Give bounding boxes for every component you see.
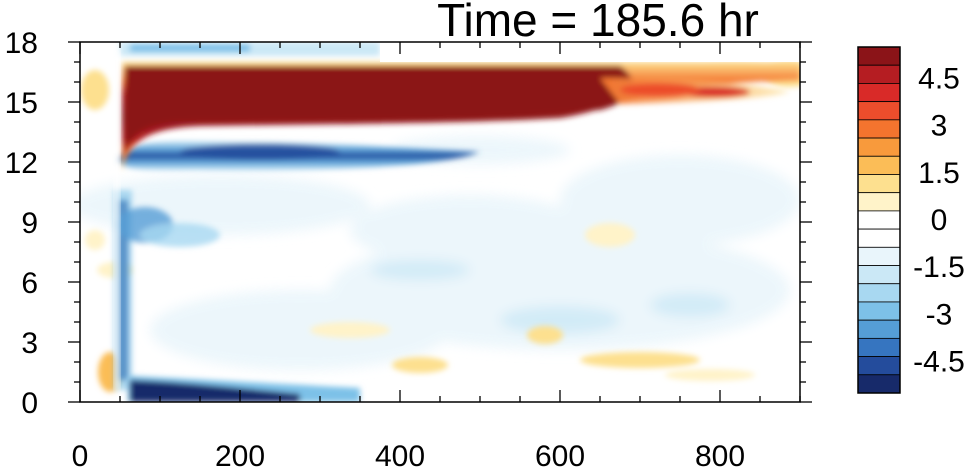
x-axis: 0 200 400 600 800 bbox=[72, 42, 801, 473]
y-tick-label: 3 bbox=[21, 327, 38, 360]
colorbar-tick-label: 3 bbox=[931, 110, 948, 143]
x-tick-label: 400 bbox=[375, 440, 425, 473]
title-background bbox=[380, 0, 800, 62]
colorbar-level bbox=[857, 101, 901, 121]
colorbar-level bbox=[857, 265, 901, 285]
y-tick-label: 12 bbox=[5, 147, 38, 180]
plot-field bbox=[80, 42, 800, 402]
colorbar-level bbox=[857, 64, 901, 84]
colorbar-level bbox=[857, 374, 901, 394]
colorbar-frame bbox=[857, 46, 901, 394]
surface-negative-layer bbox=[128, 376, 360, 402]
colorbar-tick-label: 1.5 bbox=[918, 157, 960, 190]
positive-band bbox=[122, 62, 800, 172]
colorbar-level bbox=[857, 337, 901, 357]
top-negative-stripe bbox=[120, 42, 380, 56]
y-tick-label: 18 bbox=[5, 27, 38, 60]
colorbar-level bbox=[857, 119, 901, 139]
colorbar-level bbox=[857, 210, 901, 230]
colorbar-level bbox=[857, 83, 901, 103]
colorbar-level bbox=[857, 283, 901, 303]
colorbar-tick-label: -3 bbox=[926, 298, 953, 331]
colorbar-level bbox=[857, 246, 901, 266]
colorbar-tick-label: 4.5 bbox=[918, 62, 960, 95]
y-tick-label: 9 bbox=[21, 207, 38, 240]
colorbar-level bbox=[857, 174, 901, 194]
colorbar-tick-label: -1.5 bbox=[913, 251, 965, 284]
colorbar-level bbox=[857, 228, 901, 248]
y-tick-label: 0 bbox=[21, 387, 38, 420]
chart-title: Time = 185.6 hr bbox=[437, 0, 759, 46]
colorbar-level bbox=[857, 319, 901, 339]
negative-band bbox=[118, 141, 480, 171]
colorbar-level bbox=[857, 301, 901, 321]
seam bbox=[114, 50, 120, 390]
x-tick-label: 200 bbox=[215, 440, 265, 473]
colorbar-tick-label: -4.5 bbox=[913, 346, 965, 379]
colorbar: 4.5 3 1.5 0 -1.5 -3 -4.5 bbox=[857, 46, 965, 394]
x-tick-label: 600 bbox=[535, 440, 585, 473]
y-tick-label: 15 bbox=[5, 87, 38, 120]
colorbar-level bbox=[857, 137, 901, 157]
colorbar-level bbox=[857, 46, 901, 66]
colorbar-level bbox=[857, 192, 901, 212]
colorbar-tick-label: 0 bbox=[931, 204, 948, 237]
y-axis: 0 3 6 9 12 15 18 bbox=[5, 27, 812, 420]
colorbar-level bbox=[857, 356, 901, 376]
x-tick-label: 0 bbox=[72, 440, 89, 473]
x-tick-label: 800 bbox=[695, 440, 745, 473]
y-tick-label: 6 bbox=[21, 267, 38, 300]
colorbar-level bbox=[857, 155, 901, 175]
